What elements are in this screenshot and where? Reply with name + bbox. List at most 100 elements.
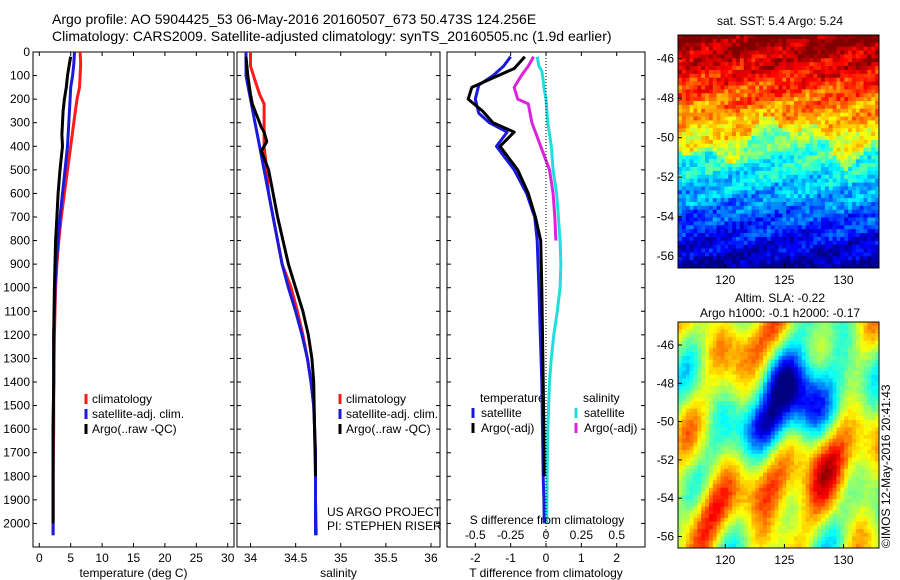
heatmap-cell — [871, 355, 876, 361]
heatmap-cell — [809, 104, 814, 110]
heatmap-cell — [855, 112, 861, 117]
heatmap-cell — [848, 367, 853, 372]
heatmap-cell — [739, 182, 745, 187]
heatmap-cell — [848, 419, 853, 425]
heatmap-cell — [871, 58, 876, 63]
heatmap-cell — [848, 355, 853, 361]
heatmap-cell — [728, 54, 733, 59]
heatmap-cell — [786, 260, 791, 265]
heatmap-cell — [793, 139, 799, 145]
heatmap-cell — [840, 69, 845, 75]
heatmap-cell — [751, 112, 756, 117]
heatmap-cell — [763, 322, 768, 327]
heatmap-cell — [716, 416, 721, 421]
heatmap-cell — [863, 178, 868, 183]
heatmap-cell — [705, 108, 710, 114]
heatmap-cell — [681, 174, 687, 180]
heatmap-cell — [871, 256, 876, 261]
heatmap-cell — [732, 404, 737, 410]
heatmap-cell — [859, 386, 864, 391]
heatmap-cell — [693, 143, 698, 149]
heatmap-cell — [844, 205, 849, 211]
heatmap-cell — [739, 408, 745, 413]
heatmap-cell — [739, 167, 745, 172]
heatmap-cell — [681, 401, 687, 406]
heatmap-cell — [763, 124, 768, 129]
heatmap-cell — [851, 401, 857, 406]
heatmap-cell — [693, 337, 698, 342]
heatmap-cell — [790, 89, 795, 94]
heatmap-cell — [805, 329, 810, 334]
heatmap-cell — [697, 382, 702, 387]
heatmap-cell — [875, 233, 880, 238]
heatmap-cell — [871, 389, 876, 394]
heatmap-cell — [855, 386, 861, 391]
heatmap-cell — [720, 46, 725, 51]
heatmap-cell — [867, 322, 872, 327]
heatmap-cell — [770, 201, 776, 207]
heatmap-cell — [875, 81, 880, 86]
heatmap-cell — [735, 229, 741, 234]
heatmap-cell — [728, 352, 733, 357]
heatmap-cell — [828, 151, 834, 156]
heatmap-cell — [786, 382, 791, 387]
heatmap-cell — [743, 233, 748, 238]
heatmap-cell — [716, 128, 721, 133]
heatmap-cell — [828, 38, 834, 44]
heatmap-cell — [712, 159, 718, 164]
heatmap-cell — [840, 62, 845, 67]
heatmap-cell — [805, 112, 810, 117]
heatmap-cell — [859, 81, 864, 86]
heatmap-cell — [770, 174, 776, 180]
heatmap-cell — [755, 186, 760, 191]
heatmap-cell — [678, 132, 683, 137]
heatmap-cell — [871, 233, 876, 238]
heatmap-cell — [778, 135, 783, 141]
heatmap-cell — [759, 182, 764, 187]
heatmap-cell — [712, 116, 718, 121]
heatmap-cell — [708, 201, 714, 207]
heatmap-cell — [832, 151, 837, 156]
heatmap-cell — [763, 147, 768, 152]
heatmap-cell — [805, 151, 810, 156]
heatmap-cell — [732, 325, 737, 330]
heatmap-cell — [705, 178, 710, 183]
heatmap-cell — [701, 69, 706, 75]
heatmap-cell — [766, 198, 772, 203]
heatmap-cell — [701, 427, 706, 432]
heatmap-cell — [797, 229, 803, 234]
heatmap-cell — [693, 340, 698, 345]
heatmap-cell — [743, 416, 748, 421]
heatmap-cell — [844, 198, 849, 203]
heatmap-cell — [759, 35, 764, 40]
heatmap-cell — [851, 66, 857, 71]
heatmap-cell — [786, 401, 791, 406]
heatmap-cell — [735, 355, 741, 361]
heatmap-cell — [759, 233, 764, 238]
heatmap-cell — [836, 397, 841, 402]
heatmap-cell — [790, 435, 795, 440]
heatmap-cell — [759, 139, 764, 145]
heatmap-cell — [678, 233, 683, 238]
heatmap-cell — [790, 54, 795, 59]
heatmap-cell — [801, 54, 806, 59]
heatmap-cell — [782, 85, 787, 90]
heatmap-cell — [840, 225, 845, 230]
heatmap-cell — [770, 139, 776, 145]
heatmap-cell — [778, 382, 783, 387]
heatmap-cell — [844, 264, 849, 269]
heatmap-cell — [712, 155, 718, 160]
heatmap-cell — [797, 69, 803, 75]
heatmap-cell — [871, 205, 876, 211]
heatmap-cell — [855, 159, 861, 164]
heatmap-cell — [755, 66, 760, 71]
heatmap-cell — [755, 163, 760, 168]
heatmap-cell — [875, 401, 880, 406]
heatmap-cell — [735, 419, 741, 425]
heatmap-cell — [701, 38, 706, 44]
heatmap-cell — [813, 225, 818, 230]
heatmap-cell — [867, 163, 872, 168]
heatmap-cell — [743, 367, 748, 372]
heatmap-cell — [724, 419, 729, 425]
